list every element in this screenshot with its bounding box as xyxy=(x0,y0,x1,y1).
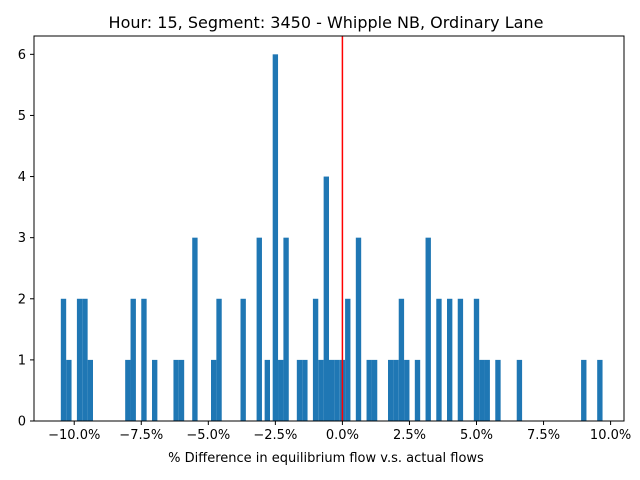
histogram-bar xyxy=(152,359,158,421)
y-tick-label: 3 xyxy=(18,231,26,246)
x-tick-label: −7.5% xyxy=(119,428,163,443)
histogram-bar xyxy=(318,359,324,421)
histogram-bar xyxy=(447,298,453,421)
histogram-bar xyxy=(414,359,421,421)
y-tick-label: 1 xyxy=(18,353,26,368)
histogram-bar xyxy=(211,359,217,421)
x-tick-label: 0.0% xyxy=(326,428,359,443)
histogram-bar xyxy=(597,359,603,421)
histogram-bar xyxy=(484,359,490,421)
histogram-bar xyxy=(388,359,394,421)
histogram-bar xyxy=(334,359,340,421)
histogram-bar xyxy=(66,359,72,421)
x-tick-label: 2.5% xyxy=(393,428,426,443)
x-tick-label: 5.0% xyxy=(460,428,493,443)
histogram-bar xyxy=(216,298,222,421)
histogram-bar xyxy=(87,359,93,421)
y-tick-label: 6 xyxy=(18,48,26,63)
histogram-bar xyxy=(393,359,399,421)
histogram-bar xyxy=(278,359,284,421)
y-tick-label: 2 xyxy=(18,292,26,307)
x-tick-label: −10.0% xyxy=(48,428,100,443)
y-tick-label: 5 xyxy=(18,109,26,124)
y-tick-label: 0 xyxy=(18,415,26,430)
histogram-bar xyxy=(425,237,431,421)
histogram-bar xyxy=(323,176,329,421)
histogram-bar xyxy=(178,359,185,421)
histogram-bar xyxy=(130,298,136,421)
histogram-bar xyxy=(256,237,262,421)
histogram-bar xyxy=(404,359,410,421)
y-tick-label: 4 xyxy=(18,170,26,185)
histogram-bar xyxy=(296,359,303,421)
histogram-bar xyxy=(60,298,67,421)
x-tick-label: −5.0% xyxy=(186,428,230,443)
histogram-bar xyxy=(125,359,131,421)
histogram-bar xyxy=(141,298,147,421)
histogram-bar xyxy=(283,237,289,421)
histogram-bar xyxy=(371,359,378,421)
histogram-bar xyxy=(516,359,523,421)
x-tick-label: 10.0% xyxy=(590,428,631,443)
bars-group xyxy=(60,54,603,421)
histogram-bar xyxy=(82,298,88,421)
plot-frame xyxy=(33,35,625,422)
histogram-bar xyxy=(581,359,587,421)
histogram-bar xyxy=(479,359,485,421)
histogram-bar xyxy=(329,359,335,421)
histogram-bar xyxy=(173,359,179,421)
y-axis-ticks: 0 1 2 3 4 5 6 xyxy=(18,48,34,430)
histogram-bar xyxy=(345,298,351,421)
histogram-bar xyxy=(366,359,372,421)
histogram-bar xyxy=(240,298,246,421)
histogram-bar xyxy=(355,237,362,421)
histogram-bar xyxy=(302,359,308,421)
histogram-bar xyxy=(495,359,501,421)
x-tick-label: −2.5% xyxy=(253,428,297,443)
histogram-bar xyxy=(272,54,279,421)
histogram-bar xyxy=(457,298,464,421)
x-axis-label: % Difference in equilibrium flow v.s. ac… xyxy=(168,451,484,466)
histogram-bar xyxy=(192,237,198,421)
histogram-bar xyxy=(473,298,480,421)
histogram-bar xyxy=(398,298,405,421)
histogram-bar xyxy=(312,298,319,421)
histogram-bar xyxy=(436,298,442,421)
histogram-bar xyxy=(76,298,83,421)
chart-title: Hour: 15, Segment: 3450 - Whipple NB, Or… xyxy=(109,13,544,32)
x-tick-label: 7.5% xyxy=(527,428,560,443)
x-axis-ticks: −10.0% −7.5% −5.0% −2.5% 0.0% 2.5% 5.0% 7.5% 10.… xyxy=(48,421,631,443)
histogram-bar xyxy=(264,359,270,421)
